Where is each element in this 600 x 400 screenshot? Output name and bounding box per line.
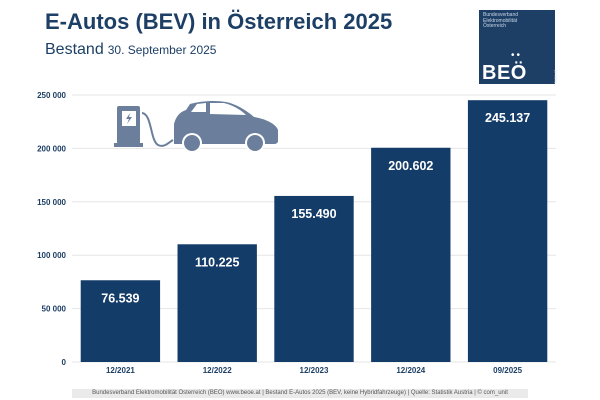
y-tick-label: 200 000 <box>37 144 66 153</box>
x-tick-label: 12/2022 <box>203 366 232 375</box>
bar <box>80 280 161 362</box>
y-tick-label: 250 000 <box>37 91 66 100</box>
logo-dots: •• <box>511 50 523 61</box>
chart-title: E-Autos (BEV) in Österreich 2025 <box>45 9 393 34</box>
y-axis-tick-labels: 0 50 000 100 000 150 000 200 000 250 000 <box>37 91 66 367</box>
x-tick-label: 12/2023 <box>300 366 329 375</box>
chart-subtitle: Bestand 30. September 2025 <box>45 41 216 59</box>
x-tick-label: 12/2024 <box>396 366 425 375</box>
bar-value-label: 155.490 <box>291 207 336 221</box>
y-tick-label: 50 000 <box>42 305 67 314</box>
bar-data-labels: 76.539 110.225 155.490 200.602 245.137 <box>101 111 530 305</box>
bar <box>274 195 354 362</box>
footer-source: Bundesverband Elektromobilität Österreic… <box>72 389 528 398</box>
bar <box>467 100 548 362</box>
illustration <box>114 100 278 153</box>
y-tick-label: 0 <box>62 358 67 367</box>
subtitle-main: Bestand <box>45 41 104 58</box>
bars <box>80 100 548 362</box>
bar <box>177 244 257 362</box>
x-tick-label: 09/2025 <box>493 366 522 375</box>
ev-charger-icon <box>114 106 174 147</box>
logo-org-name: Bundesverband Elektromobilität Österreic… <box>483 12 519 29</box>
bar-value-label: 76.539 <box>101 291 139 305</box>
bar-value-label: 110.225 <box>195 255 240 269</box>
car-icon <box>174 100 278 153</box>
subtitle-date: 30. September 2025 <box>107 43 217 57</box>
x-axis-tick-labels: 12/2021 12/2022 12/2023 12/2024 09/2025 <box>106 366 523 375</box>
y-tick-label: 150 000 <box>37 198 66 207</box>
x-tick-label: 12/2021 <box>106 366 135 375</box>
bar-value-label: 245.137 <box>485 111 530 125</box>
beo-logo: Bundesverband Elektromobilität Österreic… <box>479 10 557 84</box>
logo-name: BEÖ <box>482 62 527 84</box>
bar <box>371 147 451 362</box>
bar-value-label: 200.602 <box>388 159 433 173</box>
y-tick-label: 100 000 <box>37 251 66 260</box>
